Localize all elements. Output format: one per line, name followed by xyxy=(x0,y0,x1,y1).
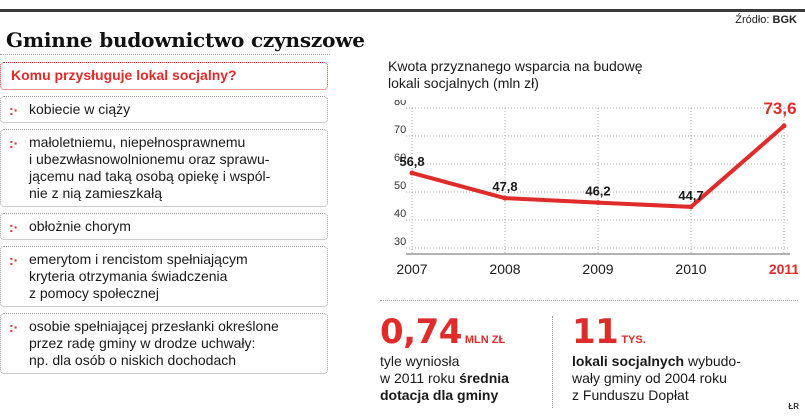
data-label: 44,7 xyxy=(678,188,703,203)
eligibility-item-line: przez radę gminy w drodze uchwały: xyxy=(29,335,256,351)
stat-text: tyle wyniosła xyxy=(380,353,460,369)
y-tick-label: 40 xyxy=(394,208,406,220)
stat-unit: MLN ZŁ xyxy=(464,334,506,346)
stat-number: 0,74 xyxy=(380,312,462,352)
data-point xyxy=(409,170,415,176)
stat-social-units: 11 TYS. lokali socjalnych wybudo- wały gm… xyxy=(572,312,741,404)
stat-text: z Funduszu Dopłat xyxy=(572,387,689,403)
eligibility-question: Komu przysługuje lokal socjalny? xyxy=(11,67,237,83)
eligibility-item-line: obłożnie chorym xyxy=(29,218,131,234)
eligibility-item-line: jącemu nad taką osobą opiekę i wspól- xyxy=(29,168,271,184)
stat-text: w 2011 roku xyxy=(380,370,460,386)
eligibility-question-box: Komu przysługuje lokal socjalny? xyxy=(0,62,328,90)
stat-description: tyle wyniosła w 2011 roku średnia dotacj… xyxy=(380,353,509,404)
y-tick-label: 70 xyxy=(394,124,406,136)
chart-title: Kwota przyznanego wsparcia na budowę lok… xyxy=(388,58,718,92)
data-label: 56,8 xyxy=(399,154,424,169)
eligibility-item-line: kryteria otrzymania świadczenia xyxy=(29,268,228,284)
y-tick-label: 80 xyxy=(394,100,406,108)
eligibility-item: :· małoletniemu, niepełnosprawnemu i ubezw… xyxy=(0,129,328,207)
data-label: 73,6 xyxy=(763,100,796,118)
eligibility-item-line: małoletniemu, niepełnosprawnemu xyxy=(29,134,246,150)
eligibility-item: :· osobie spełniającej przesłanki określo… xyxy=(0,313,328,374)
data-point xyxy=(688,204,694,210)
stat-text-bold: lokali socjalnych xyxy=(572,353,685,369)
page-title: Gminne budownictwo czynszowe xyxy=(6,28,365,52)
data-label: 47,8 xyxy=(492,179,517,194)
title-rule xyxy=(0,54,330,55)
y-tick-label: 30 xyxy=(394,236,406,248)
eligibility-item-line: nie z nią zamieszkałą xyxy=(29,185,163,201)
eligibility-item: :· kobiecie w ciąży xyxy=(0,96,328,123)
data-point xyxy=(502,195,508,201)
stat-unit: TYS. xyxy=(621,334,646,346)
stat-text-bold: średnia xyxy=(459,370,509,386)
bullet-icon: :· xyxy=(9,252,19,268)
eligibility-item-line: kobiecie w ciąży xyxy=(29,101,131,117)
bullet-icon: :· xyxy=(9,102,19,118)
y-tick-label: 60 xyxy=(394,152,406,164)
eligibility-item-line: i ubezwłasnowolnionemu oraz sprawu- xyxy=(29,151,270,167)
x-tick-label: 2007 xyxy=(396,261,427,277)
source-value: BGK xyxy=(772,14,797,26)
bullet-icon: :· xyxy=(9,319,19,335)
x-tick-label: 2009 xyxy=(582,261,613,277)
stat-text: wały gminy od 2004 roku xyxy=(572,370,727,386)
data-point xyxy=(595,200,601,206)
eligibility-item-line: osobie spełniającej przesłanki określone xyxy=(29,318,279,334)
top-rule xyxy=(0,9,805,12)
data-label: 46,2 xyxy=(585,184,610,199)
data-point xyxy=(781,123,787,129)
stat-number: 11 xyxy=(572,312,619,352)
eligibility-item: :· obłożnie chorym xyxy=(0,213,328,240)
source-note: Źródło: BGK xyxy=(735,14,797,26)
eligibility-list: :· kobiecie w ciąży :· małoletniemu, niepeł… xyxy=(0,96,328,374)
chart-title-line: lokali socjalnych (mln zł) xyxy=(388,75,539,91)
source-label: Źródło: xyxy=(735,14,770,26)
x-tick-label: 2008 xyxy=(489,261,520,277)
eligibility-item-line: np. dla osób o niskich dochodach xyxy=(29,352,237,368)
line-chart: 30 40 50 60 70 80 56,8 47,8 46,2 44,7 73,6 2007 2008… xyxy=(394,100,798,277)
x-tick-label: 2011 xyxy=(769,261,798,277)
author-credit: ŁR xyxy=(788,402,799,411)
stat-text: wybudo- xyxy=(684,353,741,369)
stat-text-bold: dotacja dla gminy xyxy=(380,387,499,403)
bullet-icon: :· xyxy=(9,135,19,151)
chart-title-line: Kwota przyznanego wsparcia na budowę xyxy=(388,58,643,74)
stat-divider xyxy=(552,316,553,408)
eligibility-item-line: emerytom i rencistom spełniającym xyxy=(29,251,248,267)
eligibility-item-line: z pomocy społecznej xyxy=(29,285,159,301)
bullet-icon: :· xyxy=(9,219,19,235)
y-tick-label: 50 xyxy=(394,180,406,192)
section-divider xyxy=(380,300,798,301)
x-tick-label: 2010 xyxy=(675,261,706,277)
stat-average-grant: 0,74 MLN ZŁ tyle wyniosła w 2011 roku śre… xyxy=(380,312,509,404)
eligibility-panel: Komu przysługuje lokal socjalny? :· kobie… xyxy=(0,62,328,380)
stat-description: lokali socjalnych wybudo- wały gminy od … xyxy=(572,353,741,404)
eligibility-item: :· emerytom i rencistom spełniającym kryte… xyxy=(0,246,328,307)
